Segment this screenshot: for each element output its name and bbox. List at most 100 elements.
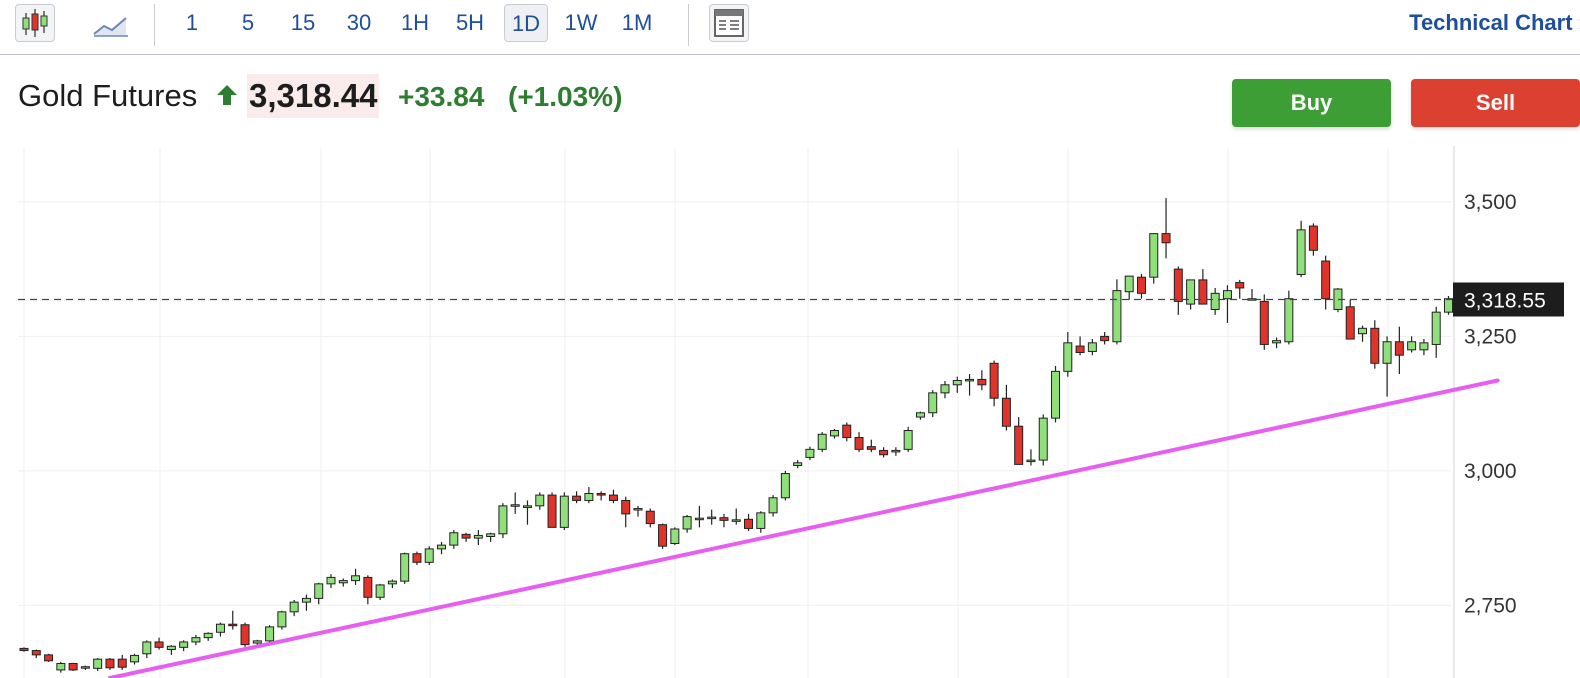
candle-body bbox=[44, 654, 54, 662]
candle bbox=[240, 622, 250, 647]
candle-body bbox=[1026, 459, 1036, 463]
candle bbox=[117, 654, 127, 670]
candlestick-series bbox=[19, 198, 1453, 673]
support-trendline[interactable] bbox=[107, 378, 1500, 678]
candle-body bbox=[572, 495, 582, 501]
interval-15[interactable]: 15 bbox=[290, 10, 316, 35]
candlestick-chart-button[interactable] bbox=[15, 4, 55, 42]
candle bbox=[915, 411, 925, 420]
interval-1w[interactable]: 1W bbox=[564, 10, 598, 35]
candle bbox=[154, 637, 164, 650]
candle bbox=[1014, 417, 1024, 465]
price-change-percent: (+1.03%) bbox=[508, 81, 623, 112]
layout-button[interactable] bbox=[709, 4, 749, 42]
candle bbox=[449, 530, 459, 549]
candle-body bbox=[1259, 300, 1269, 345]
candle bbox=[608, 489, 618, 504]
candle bbox=[928, 390, 938, 418]
technical-chart-link[interactable]: Technical Chart › bbox=[1409, 10, 1580, 35]
candle bbox=[707, 509, 717, 525]
candle-body bbox=[1136, 276, 1146, 294]
candle-body bbox=[1124, 275, 1134, 293]
candle-body bbox=[1014, 425, 1024, 465]
candle bbox=[412, 551, 422, 566]
candle-body bbox=[805, 448, 815, 458]
candle bbox=[191, 634, 201, 646]
candle bbox=[1001, 384, 1011, 431]
candle-body bbox=[486, 533, 496, 538]
candle bbox=[473, 530, 483, 546]
trendline-layer[interactable] bbox=[107, 378, 1500, 678]
candle bbox=[1296, 220, 1306, 278]
candle bbox=[1075, 336, 1085, 356]
interval-1h[interactable]: 1H bbox=[400, 10, 430, 35]
candle bbox=[522, 500, 532, 525]
candle bbox=[633, 505, 643, 517]
candle bbox=[19, 647, 29, 652]
last-price-axis-label: 3,318.55 bbox=[1464, 289, 1546, 312]
candle bbox=[584, 487, 594, 504]
candle bbox=[1259, 294, 1269, 350]
candle-body bbox=[1407, 341, 1417, 351]
candle-body bbox=[1235, 282, 1245, 289]
candle bbox=[1149, 233, 1159, 284]
candle-body bbox=[621, 499, 631, 515]
candle-body bbox=[694, 517, 704, 521]
candle-body bbox=[608, 494, 618, 501]
candle-body bbox=[387, 580, 397, 585]
candle-body bbox=[437, 544, 447, 550]
price-chart[interactable]: 3,500 3,250 3,000 2,750 3,318.55 bbox=[0, 140, 1580, 678]
sell-button[interactable]: Sell bbox=[1411, 79, 1580, 127]
candle bbox=[793, 460, 803, 469]
price-axis-tick-label: 3,500 bbox=[1464, 191, 1517, 214]
candle-body bbox=[1431, 311, 1441, 345]
candle bbox=[780, 470, 790, 501]
interval-30[interactable]: 30 bbox=[346, 10, 372, 35]
candle bbox=[1100, 332, 1110, 345]
last-price: 3,318.44 bbox=[247, 74, 380, 118]
candle-body bbox=[1345, 306, 1355, 340]
price-axis-tick-label: 3,000 bbox=[1464, 460, 1517, 483]
candle-body bbox=[289, 601, 299, 613]
candle bbox=[375, 583, 385, 600]
candle-body bbox=[473, 534, 483, 539]
candle-body bbox=[1308, 225, 1318, 251]
candle bbox=[756, 511, 766, 533]
candle-body bbox=[449, 532, 459, 546]
area-chart-button[interactable] bbox=[90, 4, 130, 42]
candle-body bbox=[707, 516, 717, 520]
candle bbox=[1235, 279, 1245, 299]
candle-body bbox=[80, 666, 90, 669]
interval-5h[interactable]: 5H bbox=[455, 10, 485, 35]
interval-1d[interactable]: 1D bbox=[504, 4, 548, 42]
candle-body bbox=[252, 640, 262, 644]
candle-body bbox=[203, 632, 213, 639]
candle bbox=[166, 645, 176, 655]
price-axis: 3,500 3,250 3,000 2,750 3,318.55 bbox=[18, 191, 1564, 617]
candle bbox=[486, 532, 496, 542]
interval-5[interactable]: 5 bbox=[241, 10, 255, 35]
candle-body bbox=[498, 505, 508, 535]
candle bbox=[80, 665, 90, 670]
candle-body bbox=[130, 654, 140, 663]
candle bbox=[854, 432, 864, 453]
interval-1m[interactable]: 1M bbox=[621, 10, 653, 35]
candle-body bbox=[535, 494, 545, 507]
candle-body bbox=[338, 580, 348, 584]
candle-body bbox=[277, 611, 287, 628]
candle bbox=[265, 625, 275, 644]
candle-body bbox=[793, 462, 803, 466]
candle-body bbox=[1394, 341, 1404, 356]
candle-body bbox=[842, 424, 852, 439]
buy-button[interactable]: Buy bbox=[1232, 79, 1391, 127]
candle bbox=[105, 658, 115, 670]
interval-1[interactable]: 1 bbox=[185, 10, 199, 35]
candle-body bbox=[1173, 268, 1183, 302]
candle-body bbox=[142, 641, 152, 655]
candle bbox=[1136, 273, 1146, 299]
candle bbox=[1284, 290, 1294, 345]
candle-body bbox=[191, 637, 201, 643]
candle-body bbox=[1272, 340, 1282, 344]
candle-body bbox=[1419, 342, 1429, 351]
candle-body bbox=[1100, 335, 1110, 342]
